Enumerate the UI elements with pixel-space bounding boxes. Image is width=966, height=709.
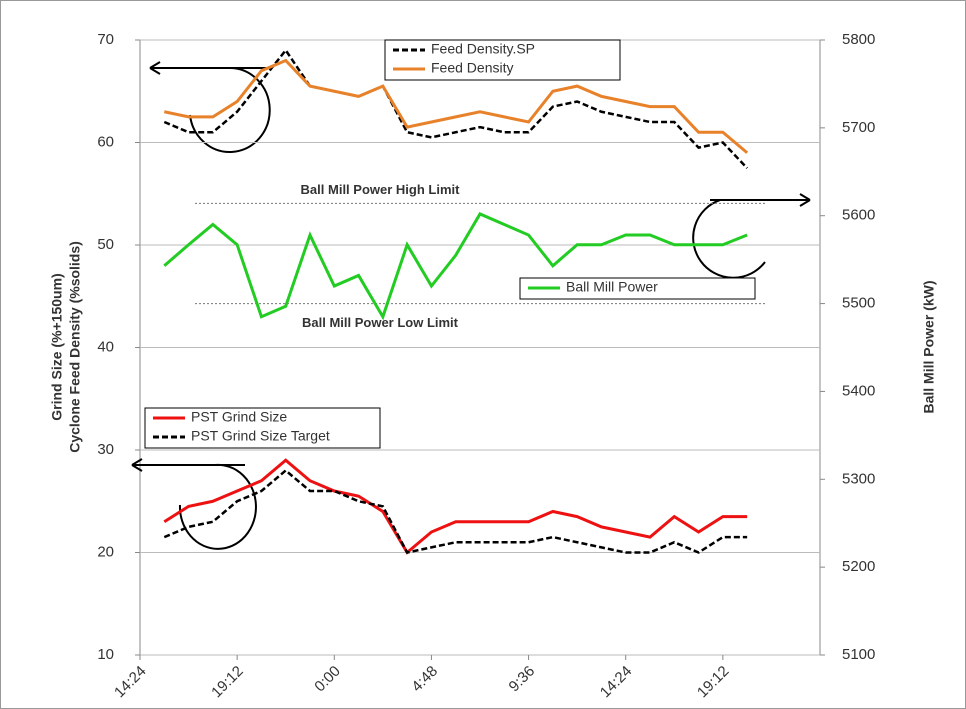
y2-tick-label: 5400	[842, 382, 875, 399]
series-line	[163, 458, 748, 555]
y2-tick-label: 5200	[842, 558, 875, 575]
legend-label: PST Grind Size Target	[191, 428, 330, 444]
y2-tick-label: 5800	[842, 31, 875, 48]
y2-tick-label: 5700	[842, 119, 875, 136]
limit-label: Ball Mill Power Low Limit	[302, 315, 459, 330]
legend-label: Feed Density.SP	[431, 41, 535, 57]
y2-tick-label: 5600	[842, 207, 875, 224]
legend-label: PST Grind Size	[191, 409, 287, 425]
series-line	[163, 48, 749, 169]
y-tick-label: 50	[97, 236, 114, 253]
y-tick-label: 60	[97, 133, 114, 150]
y-tick-label: 70	[97, 31, 114, 48]
y-tick-label: 40	[97, 338, 114, 355]
y2-axis-title: Ball Mill Power (kW)	[921, 280, 937, 413]
series-line	[163, 58, 749, 154]
y-tick-label: 30	[97, 441, 114, 458]
legend-label: Feed Density	[431, 60, 513, 76]
legend-label: Ball Mill Power	[566, 279, 658, 295]
arrowhead	[131, 458, 143, 472]
legend-box	[384, 39, 621, 81]
y-tick-label: 10	[97, 646, 114, 663]
y-axis-title: Grind Size (%+150um)	[49, 273, 65, 420]
y2-tick-label: 5500	[842, 295, 875, 312]
legend-box	[519, 277, 756, 300]
y-tick-label: 20	[97, 543, 114, 560]
arrowhead	[149, 61, 161, 75]
legend-box	[144, 407, 381, 449]
arrowhead	[799, 193, 811, 207]
circle-annotation	[178, 463, 257, 550]
y2-tick-label: 5300	[842, 470, 875, 487]
limit-label: Ball Mill Power High Limit	[301, 182, 461, 197]
series-line	[163, 212, 748, 321]
y2-tick-label: 5100	[842, 646, 875, 663]
series-line	[163, 468, 748, 554]
circle-annotation	[692, 199, 766, 279]
y-axis-title: Cyclone Feed Density (%solids)	[67, 241, 83, 453]
